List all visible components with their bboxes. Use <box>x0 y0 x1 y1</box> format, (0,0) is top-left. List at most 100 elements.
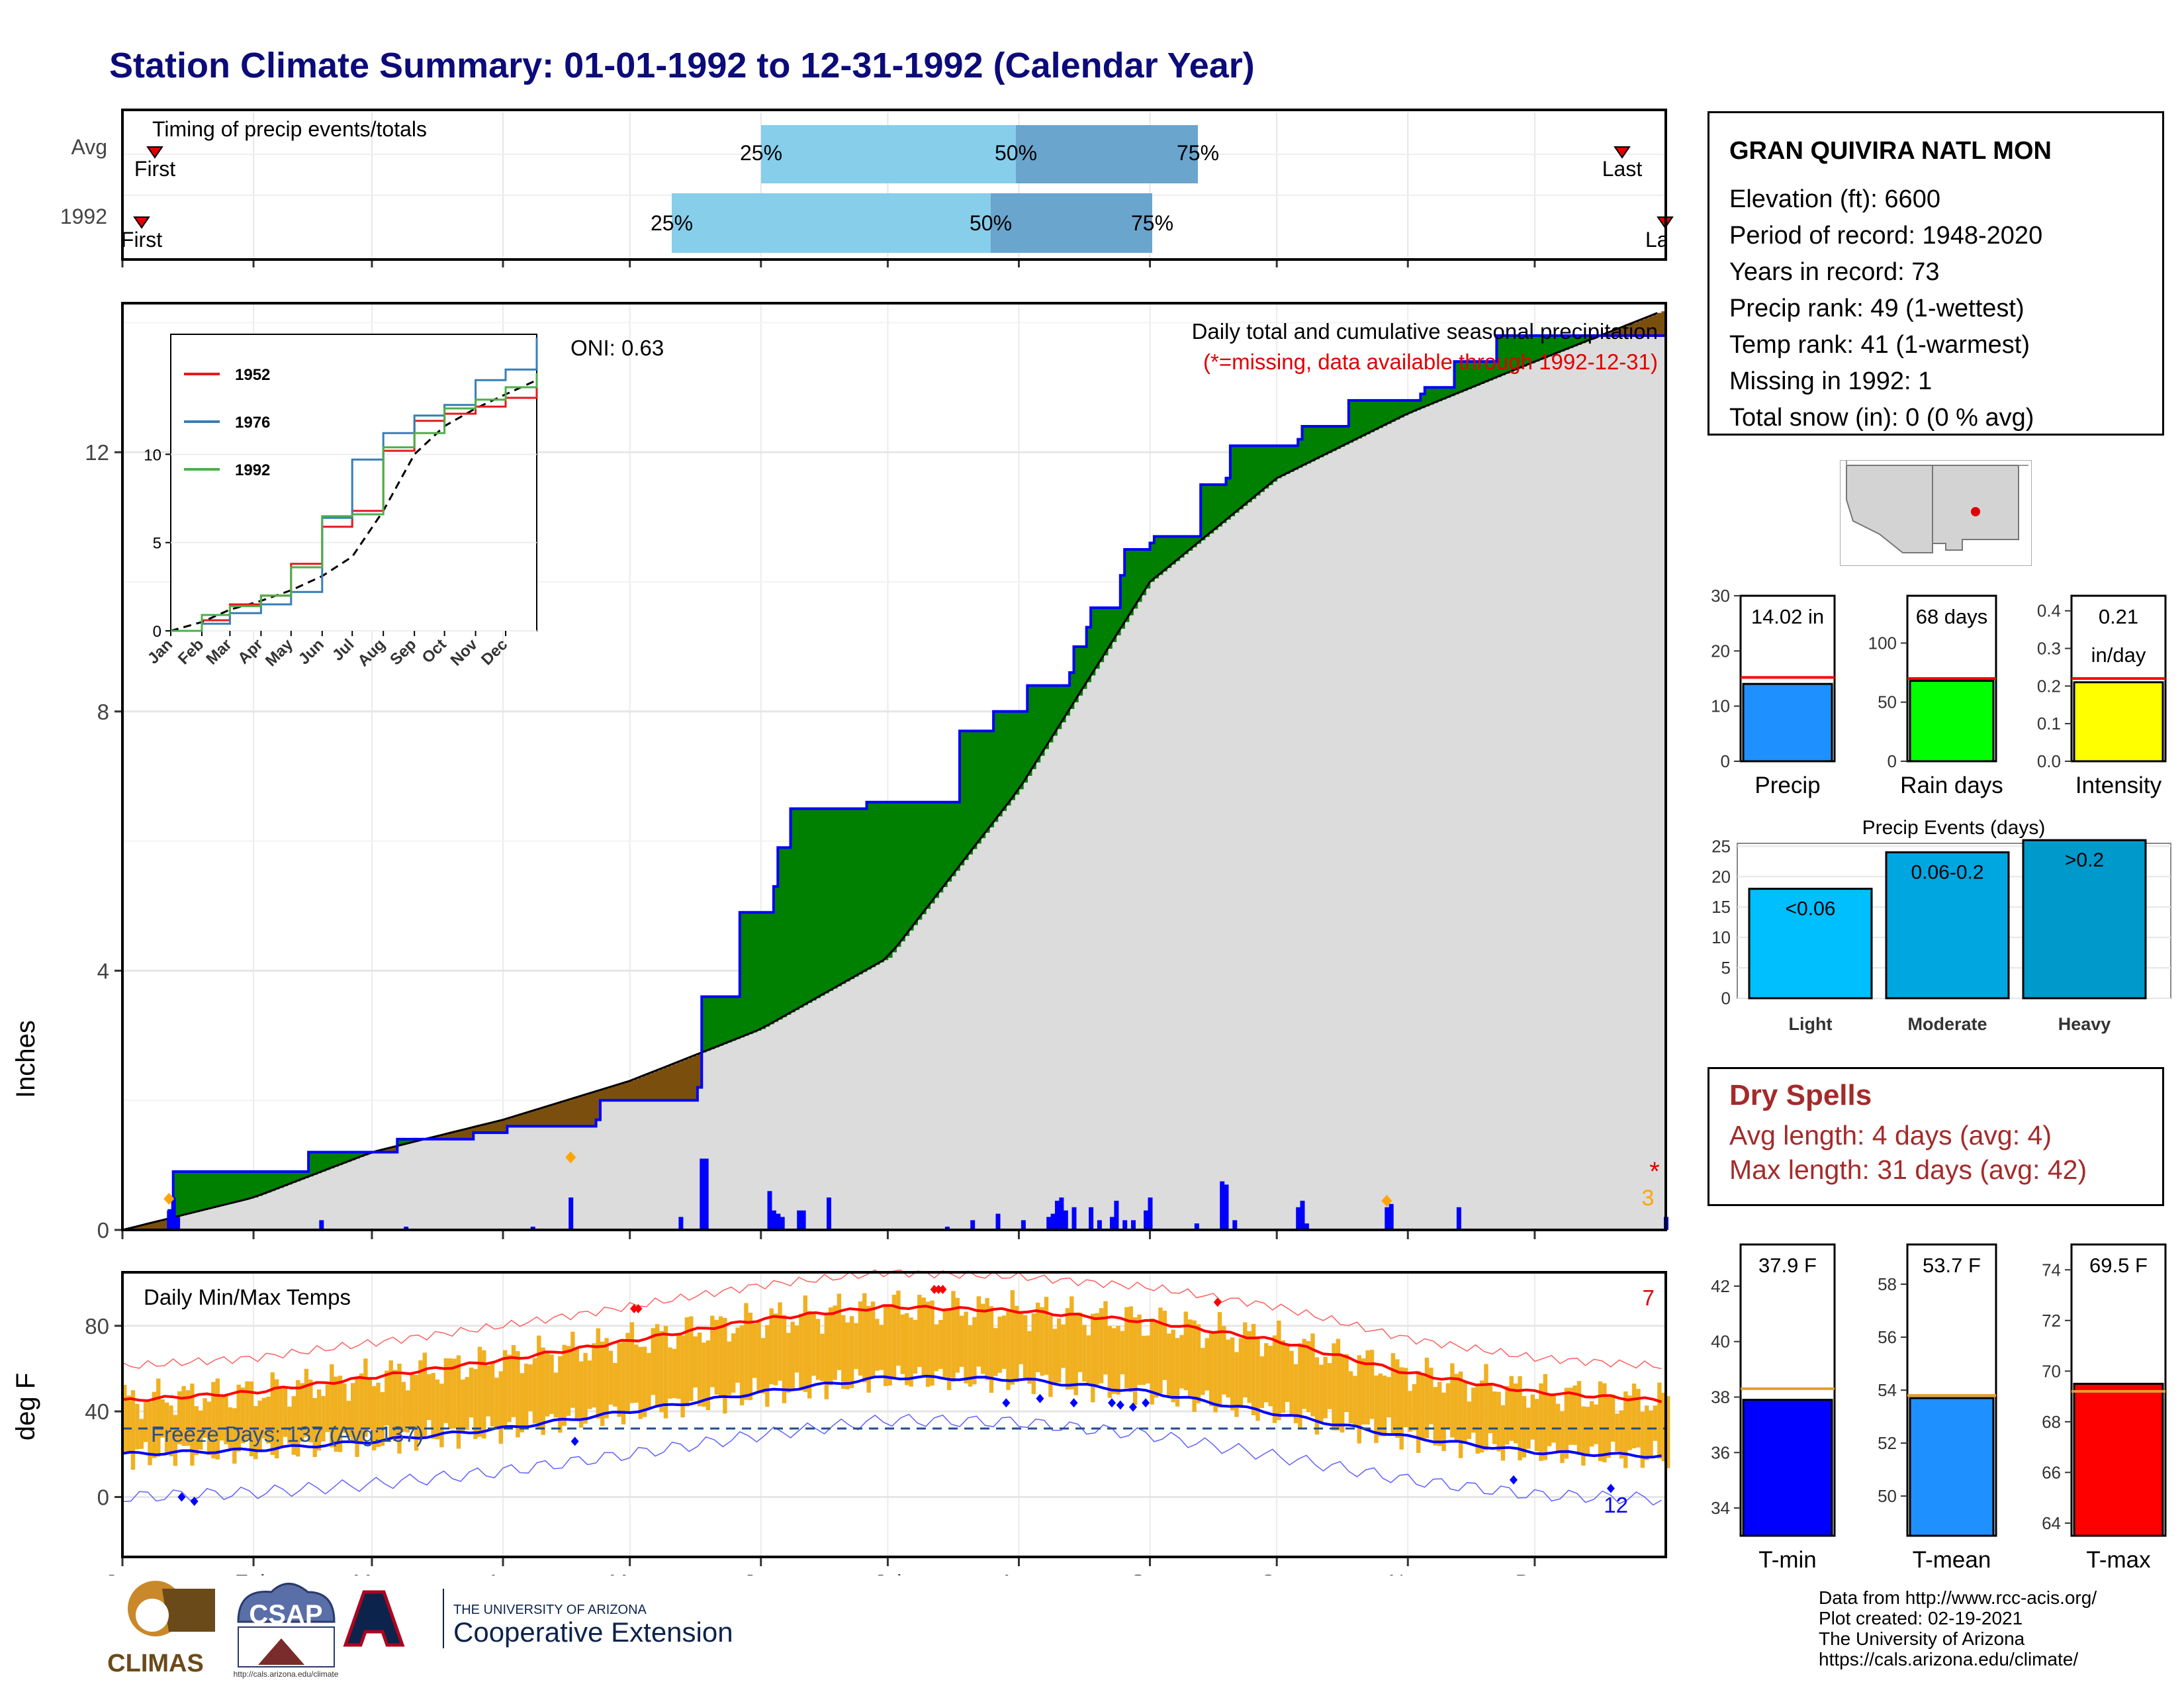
daily-temp-bar <box>524 1364 529 1428</box>
above-normal-shading <box>1518 336 1523 369</box>
daily-temp-bar <box>148 1401 152 1466</box>
above-normal-shading <box>1201 485 1206 541</box>
daily-temp-bar <box>1534 1399 1539 1452</box>
above-normal-shading <box>997 711 1003 817</box>
above-normal-shading <box>406 1139 411 1144</box>
summary-ytick-label: 50 <box>1878 692 1897 712</box>
daily-temp-bar <box>968 1325 973 1387</box>
above-normal-shading <box>1158 536 1163 575</box>
above-normal-shading <box>261 1171 267 1195</box>
record-low-marker <box>1116 1400 1124 1410</box>
summary-ytick-label: 10 <box>1711 696 1730 716</box>
below-normal-shading <box>439 1135 445 1139</box>
summary-ytick-label: 72 <box>2042 1311 2061 1331</box>
daily-temp-bar <box>820 1333 825 1382</box>
daily-temp-bar <box>993 1328 998 1376</box>
daily-temp-bar <box>249 1381 254 1456</box>
record-low-marker <box>570 1436 579 1446</box>
above-normal-shading <box>837 808 842 986</box>
below-normal-shading <box>693 1055 698 1101</box>
above-normal-shading <box>1445 387 1451 398</box>
above-normal-shading <box>1572 336 1578 347</box>
daily-temp-bar <box>330 1364 334 1448</box>
daily-temp-bar <box>1602 1383 1607 1463</box>
above-normal-shading <box>854 808 859 977</box>
precip-summary-bars: 0 10 20 30 14.02 in Precip 0 50 100 68 days Rain … <box>1711 586 2167 798</box>
daily-temp-bar <box>1340 1356 1345 1433</box>
daily-temp-bar <box>739 1325 745 1405</box>
csap-url: http://cals.arizona.edu/climate <box>234 1669 339 1679</box>
below-normal-shading <box>461 1130 466 1139</box>
above-normal-shading <box>841 808 846 984</box>
above-normal-shading <box>718 996 724 1046</box>
above-normal-shading <box>1217 485 1222 527</box>
above-normal-shading <box>1048 685 1054 743</box>
above-normal-shading <box>266 1171 271 1193</box>
daily-temp-bar <box>960 1315 964 1367</box>
daily-temp-bar <box>1336 1338 1341 1430</box>
daily-temp-bar <box>1467 1401 1472 1439</box>
above-normal-shading <box>1576 336 1582 345</box>
daily-temp-bar <box>1539 1383 1543 1461</box>
daily-temp-bar <box>334 1376 338 1452</box>
summary-xlabel-precip: Precip <box>1754 773 1820 798</box>
temp-summary-bars: 34 36 38 40 42 37.9 F T-min 50 52 54 56 58 53.7 F T-… <box>1711 1243 2167 1573</box>
daily-temp-bar <box>773 1313 778 1385</box>
below-normal-shading <box>477 1126 482 1133</box>
daily-temp-bar <box>1598 1381 1603 1462</box>
above-normal-shading <box>909 802 914 931</box>
below-normal-shading <box>613 1086 618 1101</box>
above-normal-shading <box>1441 387 1447 400</box>
above-normal-shading <box>790 808 796 1013</box>
above-normal-shading <box>1226 478 1231 520</box>
above-normal-shading <box>942 802 948 887</box>
daily-temp-bar <box>1547 1393 1552 1446</box>
below-normal-shading <box>574 1098 580 1127</box>
temp-label: Daily Min/Max Temps <box>144 1285 351 1309</box>
events-ytick-label: 10 <box>1711 927 1731 947</box>
daily-temp-bar <box>896 1290 901 1366</box>
precip-ytick-label: 8 <box>97 700 109 724</box>
above-normal-shading <box>1500 336 1506 375</box>
below-normal-shading <box>469 1128 475 1139</box>
summary-ytick-label: 34 <box>1711 1498 1730 1518</box>
above-normal-shading <box>1027 685 1032 776</box>
below-normal-shading <box>1645 318 1650 336</box>
month-label-jun: Jun <box>743 1570 778 1575</box>
yr-q2-q3-bar <box>991 193 1152 253</box>
above-normal-shading <box>1450 387 1455 397</box>
above-normal-shading <box>224 1171 229 1205</box>
daily-temp-bar <box>1175 1338 1180 1407</box>
daily-temp-bar <box>1171 1329 1175 1403</box>
record-low-marker <box>1509 1475 1518 1485</box>
summary-xlabel-t-mean: T-mean <box>1913 1547 1991 1573</box>
daily-temp-bar <box>879 1325 884 1370</box>
above-normal-shading <box>879 802 884 962</box>
above-normal-shading <box>752 912 758 1033</box>
daily-temp-bar <box>482 1350 486 1439</box>
daily-temp-bar <box>964 1311 968 1383</box>
daily-temp-bar <box>1441 1392 1446 1452</box>
above-normal-shading <box>1264 445 1269 489</box>
daily-temp-bar <box>655 1324 660 1407</box>
above-normal-shading <box>769 912 774 1025</box>
above-normal-shading <box>1124 549 1130 622</box>
avg-first-marker <box>146 146 163 159</box>
daily-precip-bar <box>970 1220 976 1230</box>
daily-temp-bar <box>469 1367 474 1418</box>
daily-precip-bar <box>678 1217 684 1230</box>
yr-last-label: Last <box>1645 228 1686 252</box>
above-normal-shading <box>304 1171 309 1178</box>
above-normal-shading <box>1454 361 1459 395</box>
daily-temp-bar <box>1036 1302 1040 1372</box>
daily-temp-bar <box>1514 1383 1518 1444</box>
below-normal-shading <box>621 1083 627 1101</box>
daily-temp-bar <box>1061 1324 1066 1368</box>
daily-temp-bar <box>520 1373 524 1432</box>
daily-temp-bar <box>1319 1364 1324 1423</box>
daily-temp-bar <box>1137 1314 1142 1385</box>
summary-annotation: 14.02 in <box>1751 605 1824 628</box>
daily-temp-bar <box>304 1368 309 1437</box>
above-normal-shading <box>1281 445 1286 477</box>
daily-temp-bar <box>1500 1405 1506 1461</box>
